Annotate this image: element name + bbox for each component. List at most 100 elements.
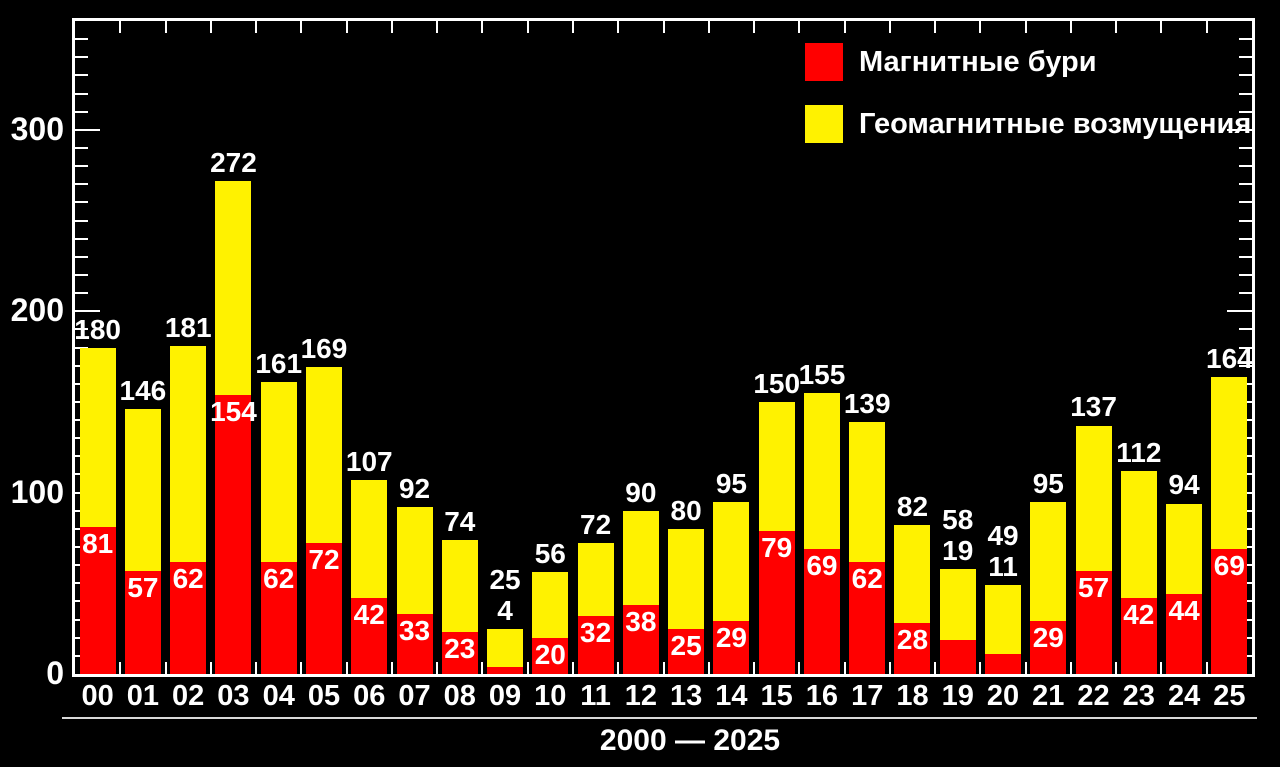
bar-red-segment bbox=[305, 543, 342, 674]
x-tick-top bbox=[979, 21, 982, 33]
bar-total-label: 107 bbox=[345, 445, 393, 477]
bar-yellow-segment bbox=[894, 525, 931, 624]
x-tick-top bbox=[1024, 21, 1027, 33]
bar-red-segment bbox=[803, 548, 840, 674]
bar-yellow-segment bbox=[577, 543, 614, 616]
bar-red-label: 29 bbox=[1032, 622, 1064, 654]
bar-red-label: 44 bbox=[1168, 595, 1200, 627]
x-tick-bottom bbox=[1205, 662, 1208, 674]
x-tick-top bbox=[436, 21, 439, 33]
y-minor-tick-left bbox=[75, 346, 88, 349]
x-tick-top bbox=[300, 21, 303, 33]
bar-red-label: 28 bbox=[896, 624, 929, 656]
x-tick-label: 05 bbox=[307, 680, 341, 712]
bar-red-label: 4 bbox=[497, 594, 513, 626]
bar-red-label: 69 bbox=[1213, 549, 1245, 581]
bar-yellow-segment bbox=[1211, 376, 1248, 549]
bar-yellow-segment bbox=[487, 628, 524, 667]
x-tick-bottom bbox=[662, 662, 665, 674]
bar-total-label: 180 bbox=[74, 313, 121, 345]
x-tick-top bbox=[888, 21, 891, 33]
legend-label-storms: Магнитные бури bbox=[859, 45, 1097, 78]
bar-red-label: 69 bbox=[806, 549, 838, 581]
bar-red-segment bbox=[396, 614, 433, 674]
x-tick-label: 20 bbox=[986, 680, 1020, 712]
bar-total-label: 161 bbox=[255, 347, 303, 379]
bar-red-segment bbox=[622, 605, 659, 674]
x-tick-bottom bbox=[617, 662, 620, 674]
y-minor-tick-right bbox=[1239, 255, 1252, 258]
x-tick-top bbox=[345, 21, 348, 33]
bar-total-label: 25 bbox=[489, 563, 521, 595]
bar-red-label: 11 bbox=[988, 551, 1018, 583]
bar-red-label: 57 bbox=[1077, 571, 1110, 603]
x-tick-bottom bbox=[300, 662, 303, 674]
x-tick-label: 16 bbox=[805, 680, 839, 712]
x-tick-bottom bbox=[209, 662, 212, 674]
bar-red-label: 79 bbox=[761, 531, 793, 563]
x-tick-bottom bbox=[436, 662, 439, 674]
bar-yellow-segment bbox=[170, 345, 207, 562]
y-minor-tick-right bbox=[1239, 364, 1252, 367]
bar-red-segment bbox=[441, 632, 478, 674]
bar-yellow-segment bbox=[1120, 470, 1157, 598]
bar-red-label: 154 bbox=[210, 395, 257, 427]
bar-total-label: 56 bbox=[534, 538, 566, 570]
x-tick-label: 09 bbox=[488, 680, 522, 712]
y-minor-tick-left bbox=[75, 74, 88, 77]
bar-total-label: 181 bbox=[164, 311, 212, 343]
bar-total-label: 92 bbox=[398, 473, 431, 505]
y-minor-tick-left bbox=[75, 292, 88, 295]
y-tick-label: 100 bbox=[10, 473, 64, 510]
x-tick-top bbox=[1160, 21, 1163, 33]
x-tick-top bbox=[753, 21, 756, 33]
x-tick-top bbox=[481, 21, 484, 33]
bar-yellow-segment bbox=[305, 367, 342, 544]
x-tick-top bbox=[662, 21, 665, 33]
bar-total-label: 146 bbox=[119, 375, 167, 407]
bar-yellow-segment bbox=[1166, 503, 1203, 595]
bar-red-label: 42 bbox=[1123, 598, 1155, 630]
bar-red-segment bbox=[79, 527, 116, 674]
bar-red-segment bbox=[1166, 594, 1203, 674]
bar-red-segment bbox=[713, 621, 750, 674]
x-tick-top bbox=[255, 21, 258, 33]
x-tick-bottom bbox=[1160, 662, 1163, 674]
y-minor-tick-left bbox=[75, 183, 88, 186]
bar-yellow-segment bbox=[79, 347, 116, 528]
x-tick-label: 23 bbox=[1122, 680, 1155, 712]
legend-row-storms: Магнитные бури bbox=[805, 43, 1251, 81]
legend-label-disturbances: Геомагнитные возмущения bbox=[859, 107, 1252, 140]
x-tick-top bbox=[843, 21, 846, 33]
bar-yellow-segment bbox=[351, 479, 388, 598]
bar-total-label: 80 bbox=[670, 494, 702, 526]
bar-red-label: 32 bbox=[580, 616, 612, 648]
bar-red-label: 62 bbox=[851, 562, 883, 594]
bar-yellow-segment bbox=[260, 381, 297, 562]
bar-yellow-segment bbox=[622, 510, 659, 606]
bar-yellow-segment bbox=[849, 421, 886, 562]
y-minor-tick-left bbox=[75, 146, 88, 149]
bar-red-label: 57 bbox=[127, 571, 159, 603]
y-major-tick-right bbox=[1227, 128, 1252, 131]
x-tick-label: 10 bbox=[534, 680, 567, 712]
x-tick-top bbox=[1069, 21, 1072, 33]
x-tick-label: 13 bbox=[669, 680, 703, 712]
legend-swatch-yellow bbox=[805, 105, 843, 143]
x-tick-top bbox=[209, 21, 212, 33]
x-tick-label: 19 bbox=[941, 680, 974, 712]
plot-area: Магнитные бури Геомагнитные возмущения 1… bbox=[74, 21, 1253, 674]
legend-swatch-red bbox=[805, 43, 843, 81]
x-tick-label: 12 bbox=[624, 680, 657, 712]
y-tick-label: 200 bbox=[10, 292, 64, 329]
x-tick-label: 24 bbox=[1167, 680, 1201, 712]
x-tick-label: 07 bbox=[398, 680, 431, 712]
y-tick-label: 300 bbox=[10, 110, 64, 147]
x-tick-label: 11 bbox=[580, 680, 611, 712]
y-minor-tick-right bbox=[1239, 183, 1252, 186]
y-minor-tick-left bbox=[75, 219, 88, 222]
y-minor-tick-left bbox=[75, 92, 88, 95]
bar-red-label: 20 bbox=[534, 638, 566, 670]
y-minor-tick-right bbox=[1239, 74, 1252, 77]
